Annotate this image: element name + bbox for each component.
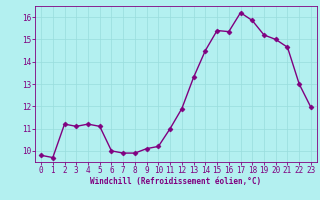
X-axis label: Windchill (Refroidissement éolien,°C): Windchill (Refroidissement éolien,°C) xyxy=(91,177,261,186)
